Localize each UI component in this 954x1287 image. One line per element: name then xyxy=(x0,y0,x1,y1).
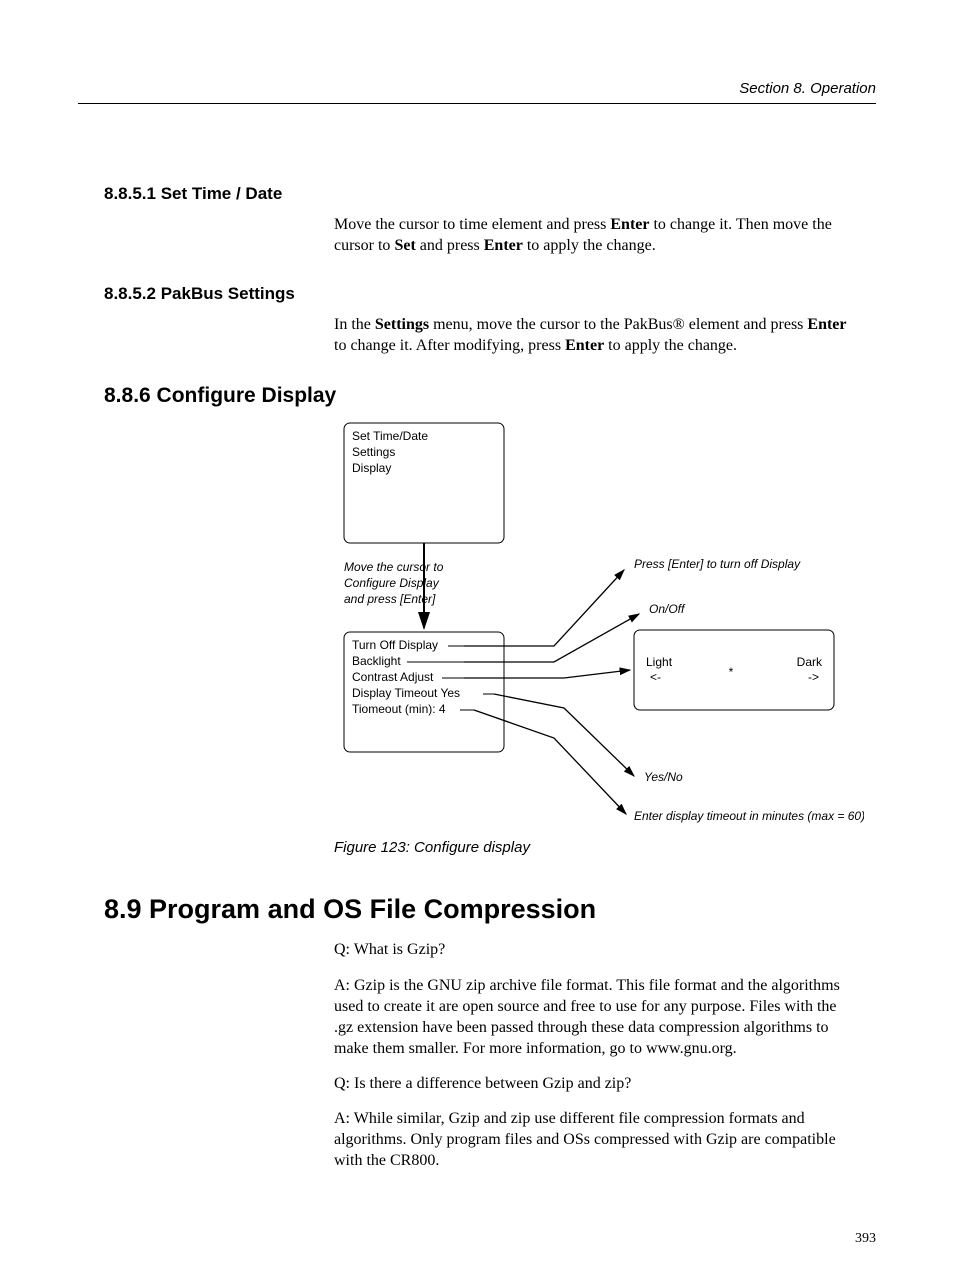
svg-text:Set Time/Date: Set Time/Date xyxy=(352,429,428,443)
svg-text:Tiomeout (min): 4: Tiomeout (min): 4 xyxy=(352,702,446,716)
svg-text:Display: Display xyxy=(352,461,391,475)
a1: A: Gzip is the GNU zip archive file form… xyxy=(334,975,854,1059)
heading-8-8-5-1: 8.8.5.1 Set Time / Date xyxy=(104,184,876,204)
text: to apply the change. xyxy=(604,337,737,354)
text: to change it. After modifying, press xyxy=(334,337,565,354)
text: and press xyxy=(416,237,484,254)
kbd-enter: Enter xyxy=(484,237,523,254)
page-number: 393 xyxy=(78,1231,876,1247)
header-rule xyxy=(78,103,876,104)
a2: A: While similar, Gzip and zip use diffe… xyxy=(334,1108,854,1171)
figure-123-diagram: Set Time/Date Settings Display Move the … xyxy=(334,418,876,833)
svg-text:Move the cursor to: Move the cursor to xyxy=(344,560,444,574)
kbd-enter: Enter xyxy=(565,337,604,354)
svg-text:and press [Enter]: and press [Enter] xyxy=(344,592,436,606)
svg-text:Configure Display: Configure Display xyxy=(344,576,440,590)
heading-8-8-5-2: 8.8.5.2 PakBus Settings xyxy=(104,284,876,304)
svg-text:->: -> xyxy=(808,670,819,684)
para-pakbus: In the Settings menu, move the cursor to… xyxy=(334,314,854,356)
svg-text:Dark: Dark xyxy=(797,655,823,669)
svg-text:On/Off: On/Off xyxy=(649,602,686,616)
svg-text:Contrast Adjust: Contrast Adjust xyxy=(352,670,434,684)
heading-8-9: 8.9 Program and OS File Compression xyxy=(104,894,876,925)
kbd-enter: Enter xyxy=(610,216,649,233)
svg-text:Display Timeout Yes: Display Timeout Yes xyxy=(352,686,460,700)
q1: Q: What is Gzip? xyxy=(334,939,854,960)
svg-text:Settings: Settings xyxy=(352,445,395,459)
svg-text:Turn Off Display: Turn Off Display xyxy=(352,638,438,652)
q2: Q: Is there a difference between Gzip an… xyxy=(334,1073,854,1094)
text: to apply the change. xyxy=(523,237,656,254)
heading-8-8-6: 8.8.6 Configure Display xyxy=(104,384,876,408)
kbd-set: Set xyxy=(394,237,415,254)
svg-text:Light: Light xyxy=(646,655,673,669)
para-set-time: Move the cursor to time element and pres… xyxy=(334,214,854,256)
svg-text:<-: <- xyxy=(650,670,661,684)
kbd-settings: Settings xyxy=(375,316,429,333)
running-header: Section 8. Operation xyxy=(78,80,876,97)
text: In the xyxy=(334,316,375,333)
svg-text:Backlight: Backlight xyxy=(352,654,401,668)
svg-text:Enter display timeout in minut: Enter display timeout in minutes (max = … xyxy=(634,809,864,823)
svg-text:Yes/No: Yes/No xyxy=(644,770,683,784)
svg-text:*: * xyxy=(729,665,734,679)
svg-text:Press [Enter] to turn off Disp: Press [Enter] to turn off Display xyxy=(634,557,801,571)
kbd-enter: Enter xyxy=(807,316,846,333)
figure-caption: Figure 123: Configure display xyxy=(334,839,876,856)
text: Move the cursor to time element and pres… xyxy=(334,216,610,233)
text: menu, move the cursor to the PakBus® ele… xyxy=(429,316,807,333)
page: Section 8. Operation 8.8.5.1 Set Time / … xyxy=(0,0,954,1287)
